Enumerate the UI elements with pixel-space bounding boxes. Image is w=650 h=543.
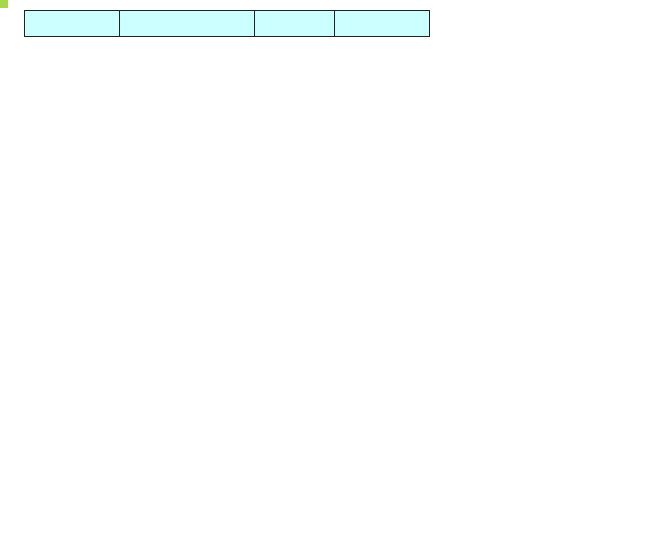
col-year-header[interactable] [335, 11, 430, 37]
col-name-header[interactable] [25, 11, 120, 37]
highlight-pink [0, 0, 8, 8]
header-row [25, 11, 430, 37]
highlight-green [0, 0, 8, 8]
data-table [24, 10, 430, 37]
col-sex-header[interactable] [255, 11, 335, 37]
col-furigana-header[interactable] [120, 11, 255, 37]
